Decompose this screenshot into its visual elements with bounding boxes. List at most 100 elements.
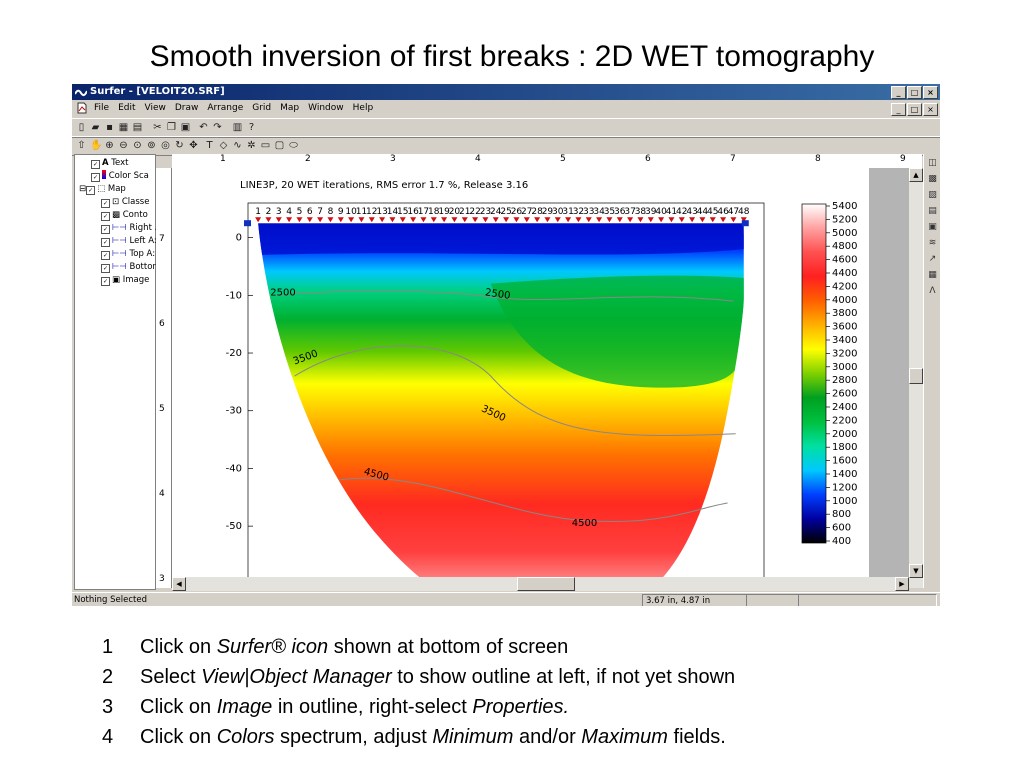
- checkbox-icon[interactable]: ✓: [101, 212, 110, 221]
- tree-item-right-axis[interactable]: ✓ ⊢⊣ Right .: [101, 223, 158, 234]
- y-tick-label: -10: [226, 290, 242, 301]
- checkbox-icon[interactable]: ✓: [101, 225, 110, 234]
- standard-toolbar: ▯ ▰ ▪ ▦ ▤ ✂ ❐ ▣ ↶ ↷ ▥ ?: [72, 118, 940, 138]
- post-map-icon[interactable]: ▤: [928, 206, 937, 216]
- checkbox-icon[interactable]: ✓: [101, 277, 110, 286]
- window-titlebar[interactable]: Surfer - [VELOIT20.SRF] _ □ ×: [72, 84, 940, 100]
- menu-edit[interactable]: Edit: [118, 103, 136, 113]
- symbol-icon[interactable]: ✲: [247, 140, 256, 151]
- scroll-up-button[interactable]: ▲: [909, 168, 923, 182]
- menu-file[interactable]: File: [94, 103, 110, 113]
- checkbox-icon[interactable]: ✓: [91, 173, 100, 182]
- map-tool-icon[interactable]: ◫: [928, 158, 937, 168]
- paste-icon[interactable]: ▣: [180, 122, 191, 133]
- print-icon[interactable]: ▤: [132, 122, 143, 133]
- tree-item-bottom-axis[interactable]: ✓ ⊢⊣ Bottor: [101, 262, 156, 273]
- open-icon[interactable]: ▰: [91, 122, 100, 133]
- zoom-page-icon[interactable]: ◎: [161, 140, 170, 151]
- checkbox-icon[interactable]: ✓: [101, 238, 110, 247]
- instruction-emphasis: Properties.: [472, 696, 570, 718]
- image-map-icon[interactable]: ▣: [928, 222, 937, 232]
- vertical-scrollbar[interactable]: ▲ ▼: [909, 168, 923, 588]
- tree-item-image[interactable]: ✓ ▣ Image: [101, 275, 150, 286]
- station-marker: [451, 217, 458, 223]
- tree-item-contour[interactable]: ✓ ▩ Conto: [101, 210, 148, 221]
- menu-view[interactable]: View: [144, 103, 166, 113]
- status-text: Nothing Selected: [74, 595, 147, 605]
- scroll-right-button[interactable]: ▶: [895, 577, 909, 591]
- colorbar-tick-label: 2600: [832, 389, 857, 400]
- polygon-icon[interactable]: ◇: [219, 140, 228, 151]
- polyline-icon[interactable]: ∿: [233, 140, 242, 151]
- tree-item-text[interactable]: ✓ A Text: [91, 158, 129, 169]
- reshape-icon[interactable]: ✥: [189, 140, 198, 151]
- ellipse-icon[interactable]: ⬭: [289, 140, 298, 151]
- zoom-fit-icon[interactable]: ⊚: [147, 140, 156, 151]
- wireframe-icon[interactable]: ▦: [928, 270, 937, 280]
- redraw-icon[interactable]: ↻: [175, 140, 184, 151]
- vector-map-icon[interactable]: ↗: [928, 254, 937, 264]
- station-marker: [544, 217, 551, 223]
- horizontal-scrollbar[interactable]: ◀ ▶: [172, 577, 909, 591]
- zoom-out-icon[interactable]: ⊖: [119, 140, 128, 151]
- tree-item-classed[interactable]: ✓ ⊡ Classe: [101, 197, 150, 208]
- document-icon[interactable]: [76, 102, 88, 114]
- surface-icon[interactable]: Λ: [929, 286, 936, 296]
- worksheet-icon[interactable]: ▦: [118, 122, 129, 133]
- undo-icon[interactable]: ↶: [199, 122, 208, 133]
- plot-canvas[interactable]: LINE3P, 20 WET iterations, RMS error 1.7…: [172, 168, 869, 588]
- ruler-label: 4: [475, 154, 481, 164]
- menu-map[interactable]: Map: [280, 103, 300, 113]
- menu-help[interactable]: Help: [352, 103, 374, 113]
- base-map-icon[interactable]: ▨: [928, 190, 937, 200]
- station-label: 19: [438, 207, 450, 217]
- minimize-button[interactable]: _: [891, 86, 906, 99]
- zoom-rect-icon[interactable]: ⊙: [133, 140, 142, 151]
- tree-item-map[interactable]: ⊟ ✓ ⬚ Map: [79, 184, 126, 195]
- station-label: 25: [500, 207, 511, 217]
- instruction-item: 2 Select View|Object Manager to show outl…: [102, 662, 735, 692]
- checkbox-icon[interactable]: ✓: [86, 186, 96, 195]
- scroll-down-button[interactable]: ▼: [909, 564, 923, 578]
- rectangle-icon[interactable]: ▭: [260, 140, 271, 151]
- colorbar-ticks: 5400 5200 5000 4800 4600 4400 4200 4000 3800 3600…: [826, 201, 857, 547]
- checkbox-icon[interactable]: ✓: [91, 160, 100, 169]
- menu-window[interactable]: Window: [308, 103, 344, 113]
- menu-arrange[interactable]: Arrange: [207, 103, 244, 113]
- close-button[interactable]: ×: [923, 86, 938, 99]
- save-icon[interactable]: ▪: [106, 122, 113, 133]
- checkbox-icon[interactable]: ✓: [101, 264, 110, 273]
- contour-map-icon[interactable]: ▩: [928, 174, 937, 184]
- scroll-thumb-h[interactable]: [517, 577, 575, 591]
- help-pointer-icon[interactable]: ?: [248, 122, 255, 133]
- expander-minus-icon[interactable]: ⊟: [79, 184, 87, 194]
- menu-grid[interactable]: Grid: [252, 103, 272, 113]
- object-manager-icon[interactable]: ▥: [232, 122, 243, 133]
- checkbox-icon[interactable]: ✓: [101, 251, 110, 260]
- cut-icon[interactable]: ✂: [153, 122, 162, 133]
- shaded-relief-icon[interactable]: ≋: [928, 238, 937, 248]
- doc-restore-button[interactable]: □: [907, 103, 922, 116]
- zoom-in-icon[interactable]: ⊕: [105, 140, 114, 151]
- menu-draw[interactable]: Draw: [174, 103, 199, 113]
- restore-button[interactable]: □: [907, 86, 922, 99]
- select-icon[interactable]: ⇧: [77, 140, 86, 151]
- copy-icon[interactable]: ❐: [167, 122, 176, 133]
- text-tool-icon[interactable]: T: [206, 140, 213, 151]
- redo-icon[interactable]: ↷: [213, 122, 222, 133]
- tree-item-left-axis[interactable]: ✓ ⊢⊣ Left A:: [101, 236, 157, 247]
- scroll-thumb[interactable]: [909, 368, 923, 384]
- status-section: [746, 594, 799, 606]
- doc-minimize-button[interactable]: _: [891, 103, 906, 116]
- tree-item-top-axis[interactable]: ✓ ⊢⊣ Top A:: [101, 249, 156, 260]
- station-marker: [668, 217, 675, 223]
- station-label: 9: [338, 207, 344, 217]
- new-icon[interactable]: ▯: [78, 122, 85, 133]
- checkbox-icon[interactable]: ✓: [101, 199, 110, 208]
- tree-item-color-scale[interactable]: ✓ Color Sca: [91, 170, 149, 182]
- pan-icon[interactable]: ✋: [90, 140, 103, 151]
- station-label: 30: [552, 207, 564, 217]
- doc-close-button[interactable]: ×: [923, 103, 938, 116]
- scroll-left-button[interactable]: ◀: [172, 577, 186, 591]
- rounded-rect-icon[interactable]: ▢: [274, 140, 285, 151]
